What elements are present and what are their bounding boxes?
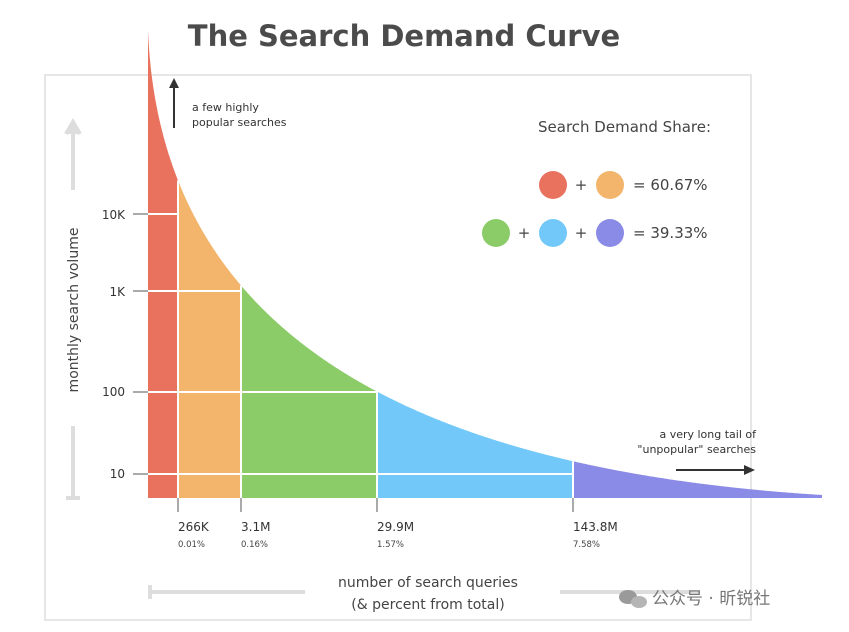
curve-segment-4 bbox=[377, 391, 573, 498]
legend-title: Search Demand Share: bbox=[538, 118, 711, 136]
legend-plus-2: + bbox=[518, 224, 531, 242]
up-arrow-icon bbox=[169, 78, 179, 128]
legend-row1-value: = 60.67% bbox=[633, 176, 708, 194]
x-axis-label-line1: number of search queries bbox=[338, 575, 518, 591]
x-tick-143-8m: 143.8M bbox=[573, 520, 618, 534]
legend-plus-3: + bbox=[575, 224, 588, 242]
y-tick-10k: 10K bbox=[102, 208, 126, 222]
top-annotation-line1: a few highly bbox=[192, 101, 259, 114]
grid-lines bbox=[133, 180, 574, 512]
y-tick-100: 100 bbox=[102, 385, 125, 399]
legend-plus-1: + bbox=[575, 176, 588, 194]
wechat-icon bbox=[619, 590, 647, 608]
y-tick-1k: 1K bbox=[109, 285, 126, 299]
right-arrow-icon bbox=[676, 465, 755, 475]
x-pct-016: 0.16% bbox=[241, 540, 268, 550]
x-pct-157: 1.57% bbox=[377, 540, 404, 550]
x-tick-266k: 266K bbox=[178, 520, 210, 534]
chart-title: The Search Demand Curve bbox=[188, 19, 620, 53]
watermark-text: 公众号 · 昕锐社 bbox=[652, 589, 770, 609]
tail-annotation-line1: a very long tail of bbox=[659, 428, 757, 441]
y-axis-arrow bbox=[64, 118, 82, 500]
x-pct-001: 0.01% bbox=[178, 540, 205, 550]
legend-dot-blue bbox=[539, 219, 567, 247]
x-tick-29-9m: 29.9M bbox=[377, 520, 414, 534]
tail-annotation-line2: "unpopular" searches bbox=[637, 443, 756, 456]
curve-segment-2 bbox=[178, 180, 241, 498]
legend-row2-value: = 39.33% bbox=[633, 224, 708, 242]
legend-dot-red bbox=[539, 171, 567, 199]
curve-segment-1 bbox=[148, 30, 178, 498]
y-axis-label: monthly search volume bbox=[66, 228, 82, 393]
x-tick-3-1m: 3.1M bbox=[241, 520, 270, 534]
x-axis-label-line2: (& percent from total) bbox=[351, 597, 504, 613]
legend-dot-orange bbox=[596, 171, 624, 199]
chart-frame bbox=[44, 74, 752, 621]
legend-dot-green bbox=[482, 219, 510, 247]
y-tick-10: 10 bbox=[110, 467, 125, 481]
curve-segment-5 bbox=[573, 461, 822, 498]
top-annotation-line2: popular searches bbox=[192, 116, 287, 129]
legend-dot-purple bbox=[596, 219, 624, 247]
x-pct-758: 7.58% bbox=[573, 540, 600, 550]
